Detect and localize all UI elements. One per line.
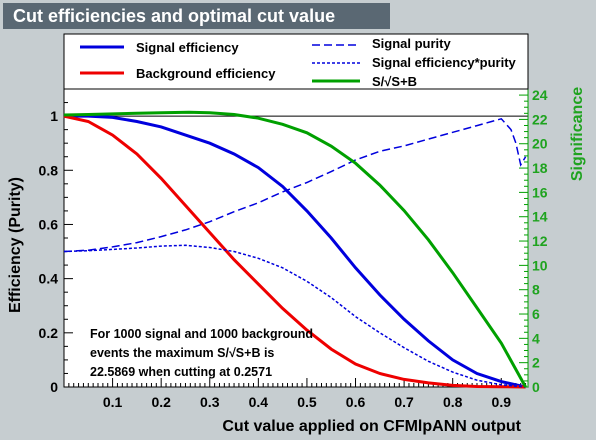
legend-label-signal-efficiency: Signal efficiency <box>136 40 239 55</box>
x-tick-label: 0.8 <box>443 394 463 410</box>
series-background-efficiency <box>63 114 526 389</box>
y-tick-label: 0.4 <box>39 271 59 287</box>
x-tick-label: 0.7 <box>394 394 414 410</box>
y-axis: 0 0.2 0.4 0.6 0.8 1 <box>39 88 73 395</box>
y2-tick-label: 6 <box>532 306 540 322</box>
y2-tick-label: 2 <box>532 355 540 371</box>
legend-label-signal-efficiency-purity: Signal efficiency*purity <box>372 55 517 70</box>
y-tick-label: 0 <box>50 379 58 395</box>
series-signal-efficiency <box>64 114 526 389</box>
series-s-s-b <box>63 110 527 388</box>
title-box: Cut efficiencies and optimal cut value <box>3 3 390 29</box>
x-tick-label: 0.3 <box>200 394 220 410</box>
y2-tick-label: 16 <box>532 184 548 200</box>
y2-axis-title: Significance <box>569 87 586 181</box>
x-tick-label: 0.9 <box>492 394 512 410</box>
optimal-cut-annotation: For 1000 signal and 1000 background even… <box>90 327 313 379</box>
y2-tick-label: 12 <box>532 233 548 249</box>
x-tick-label: 0.6 <box>346 394 366 410</box>
chart-title: Cut efficiencies and optimal cut value <box>13 6 336 26</box>
x-tick-label: 0.1 <box>103 394 123 410</box>
annotation-line-1: For 1000 signal and 1000 background <box>90 327 313 341</box>
legend: Signal efficiency Background efficiency … <box>80 36 517 89</box>
y-tick-label: 1 <box>50 108 58 124</box>
legend-box <box>63 33 529 90</box>
series-layer <box>63 110 527 389</box>
y-tick-label: 0.2 <box>39 325 59 341</box>
x-tick-label: 0.2 <box>151 394 171 410</box>
y2-tick-label: 0 <box>532 379 540 395</box>
legend-label-background-efficiency: Background efficiency <box>136 66 276 81</box>
y-tick-label: 0.8 <box>39 162 59 178</box>
series-signal-purity <box>63 117 527 253</box>
series-signal-efficiency-purity <box>63 244 526 388</box>
x-tick-label: 0.5 <box>297 394 317 410</box>
annotation-line-3: 22.5869 when cutting at 0.2571 <box>90 365 272 379</box>
y2-tick-label: 18 <box>532 160 548 176</box>
y2-tick-label: 10 <box>532 257 548 273</box>
x-tick-label: 0.4 <box>249 394 269 410</box>
y2-tick-label: 14 <box>532 209 548 225</box>
annotation-line-2: events the maximum S/√S+B is <box>90 346 274 360</box>
y-axis-title: Efficiency (Purity) <box>7 177 24 313</box>
y2-tick-label: 22 <box>532 111 548 127</box>
y2-tick-label: 20 <box>532 136 548 152</box>
y-tick-label: 0.6 <box>39 216 59 232</box>
x-axis-title: Cut value applied on CFMlpANN output <box>222 418 521 435</box>
y2-tick-label: 24 <box>532 87 548 103</box>
y2-tick-label: 4 <box>532 330 540 346</box>
plot-area <box>63 88 529 388</box>
y2-tick-label: 8 <box>532 282 540 298</box>
legend-label-significance: S/√S+B <box>372 74 417 89</box>
x-axis: 0.1 0.2 0.3 0.4 0.5 0.6 0.7 0.8 0.9 <box>68 378 527 410</box>
legend-label-signal-purity: Signal purity <box>372 36 452 51</box>
